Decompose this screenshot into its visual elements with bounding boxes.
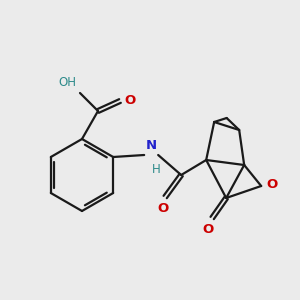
Text: O: O (124, 94, 135, 107)
Text: N: N (146, 139, 157, 152)
Text: OH: OH (58, 76, 76, 89)
Text: O: O (266, 178, 278, 190)
Text: H: H (152, 163, 161, 176)
Text: O: O (202, 223, 214, 236)
Text: O: O (158, 202, 169, 215)
